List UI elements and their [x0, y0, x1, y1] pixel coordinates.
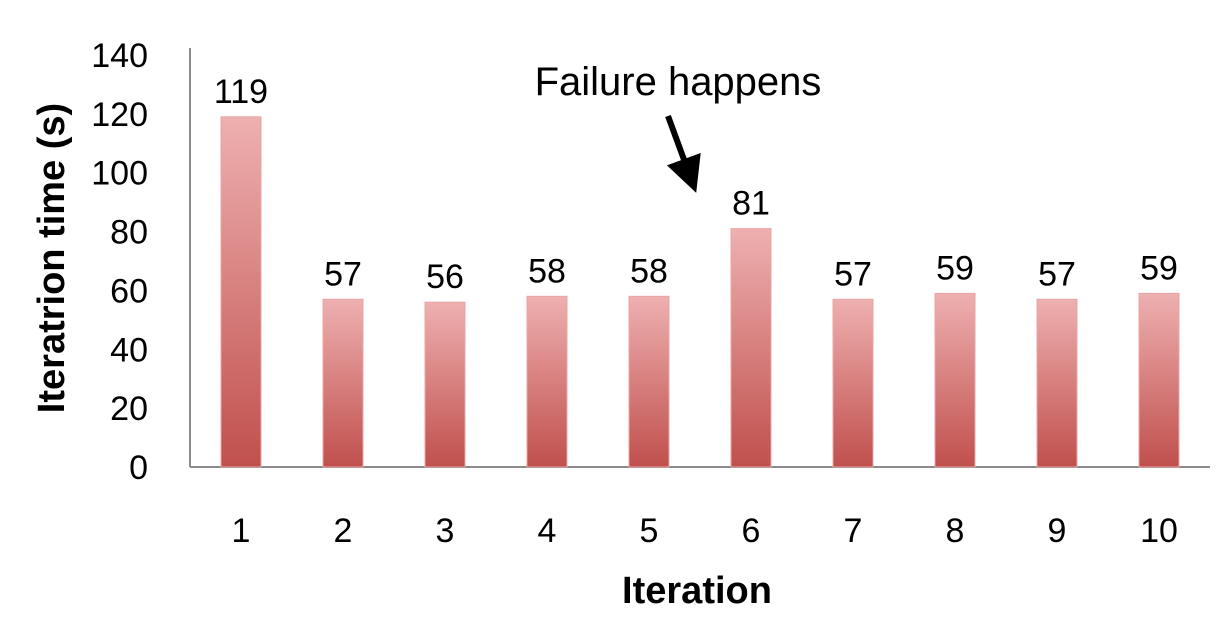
data-label: 119 [214, 73, 268, 111]
data-label: 58 [630, 252, 668, 290]
y-tick-label: 40 [110, 331, 148, 369]
bar [730, 228, 772, 468]
bar [424, 301, 466, 468]
x-tick-label: 2 [334, 512, 353, 550]
y-axis-title: Iteratrion time (s) [31, 103, 73, 413]
y-tick-labels: 0 20 40 60 80 100 120 140 [91, 37, 148, 487]
bar [934, 292, 976, 468]
data-label: 59 [936, 249, 974, 287]
data-label: 58 [528, 252, 566, 290]
x-tick-labels: 1 2 3 4 5 6 7 8 9 10 [232, 512, 1178, 550]
x-tick-label: 4 [538, 512, 557, 550]
data-label: 56 [426, 258, 464, 296]
y-tick-label: 140 [91, 37, 148, 75]
data-label: 59 [1140, 249, 1178, 287]
y-tick-label: 120 [91, 96, 148, 134]
y-tick-label: 20 [110, 390, 148, 428]
x-tick-label: 9 [1048, 512, 1067, 550]
bar [1138, 292, 1180, 468]
data-labels: 119 57 56 58 58 81 57 59 57 59 [214, 73, 1178, 296]
bar [628, 295, 670, 468]
x-tick-label: 10 [1140, 512, 1178, 550]
x-tick-label: 5 [640, 512, 659, 550]
bar [1036, 298, 1078, 468]
bar [526, 295, 568, 468]
bar [832, 298, 874, 468]
x-tick-label: 3 [436, 512, 455, 550]
bars [220, 116, 1180, 468]
data-label: 57 [834, 255, 872, 293]
x-tick-label: 6 [742, 512, 761, 550]
y-tick-label: 60 [110, 272, 148, 310]
y-tick-label: 100 [91, 155, 148, 193]
bar [220, 116, 262, 468]
bar [322, 298, 364, 468]
x-tick-label: 7 [844, 512, 863, 550]
failure-arrow [665, 114, 701, 193]
data-label: 81 [732, 185, 770, 223]
failure-annotation: Failure happens [535, 60, 822, 104]
data-label: 57 [1038, 255, 1076, 293]
data-label: 57 [324, 255, 362, 293]
y-tick-label: 80 [110, 214, 148, 252]
x-tick-label: 8 [946, 512, 965, 550]
x-tick-label: 1 [232, 512, 251, 550]
y-tick-label: 0 [129, 449, 148, 487]
x-axis-title: Iteration [622, 570, 772, 612]
